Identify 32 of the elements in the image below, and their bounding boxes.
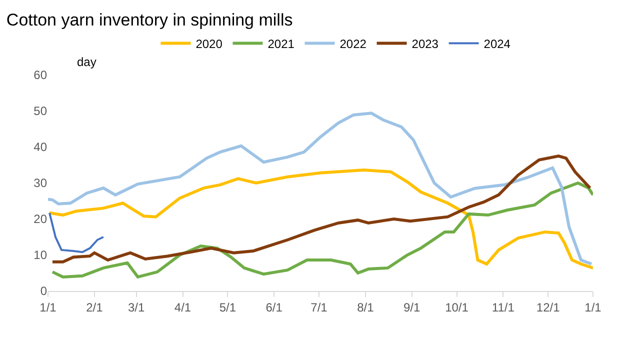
legend-label: 2023 [412,36,439,51]
line-series [48,112,593,266]
line-series [48,212,104,254]
line-series [48,168,593,270]
y-tick-label: 40 [34,140,48,154]
x-tick-label: 1/1 [584,300,602,314]
x-tick-label: 6/1 [266,300,283,314]
line-series [50,182,593,278]
y-axis-title: day [77,55,96,69]
y-tick-label: 10 [34,248,48,262]
x-tick-label: 4/1 [174,300,192,314]
y-tick-label: 20 [34,212,48,226]
x-tick-label: 7/1 [310,300,328,314]
x-tick-label: 3/1 [128,300,146,314]
legend-label: 2020 [196,36,223,51]
x-tick-label: 8/1 [357,300,374,314]
legend-label: 2022 [340,36,367,51]
y-tick-label: 60 [34,68,48,82]
legend-label: 2021 [268,36,295,51]
x-tick-label: 11/1 [492,300,515,314]
x-tick-label: 5/1 [219,300,236,314]
x-tick-label: 9/1 [403,300,420,314]
x-tick-label: 2/1 [86,300,104,314]
x-tick-label: 10/1 [445,300,469,314]
y-tick-label: 50 [34,104,48,118]
y-tick-label: 30 [34,176,48,190]
legend-label: 2024 [484,36,511,51]
x-tick-label: 1/1 [40,300,57,314]
chart-title: Cotton yarn inventory in spinning mills [6,10,293,30]
y-tick-label: 0 [40,284,48,298]
x-tick-label: 12/1 [536,300,560,314]
line-series [50,154,592,264]
